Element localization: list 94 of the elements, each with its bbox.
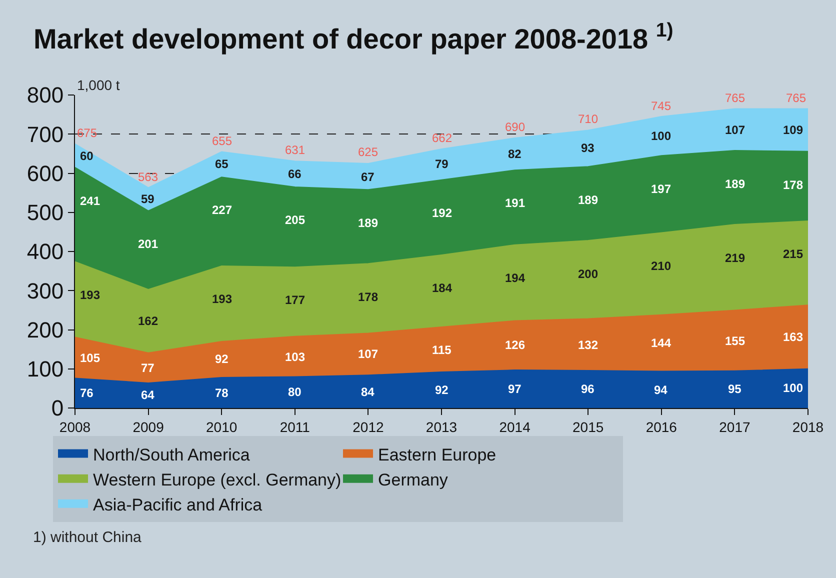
x-tick-label: 2016 — [646, 418, 678, 435]
data-label: 93 — [581, 141, 595, 155]
data-label: 155 — [725, 334, 746, 348]
data-label: 184 — [432, 281, 452, 295]
data-label: 178 — [783, 178, 804, 192]
data-label: 92 — [215, 352, 229, 366]
data-label: 193 — [80, 288, 100, 302]
data-label: 107 — [358, 347, 378, 361]
data-label: 192 — [432, 206, 452, 220]
data-label: 78 — [215, 386, 229, 400]
data-label: 189 — [725, 177, 746, 191]
data-label: 76 — [80, 386, 94, 400]
data-label: 162 — [138, 314, 158, 328]
data-label: 100 — [651, 129, 672, 143]
total-label: 710 — [578, 112, 598, 126]
x-tick-label: 2018 — [792, 418, 824, 435]
data-label: 107 — [725, 123, 746, 137]
data-label: 189 — [358, 216, 378, 230]
legend-label: Asia-Pacific and Africa — [93, 496, 263, 515]
data-label: 64 — [141, 388, 155, 402]
data-label: 200 — [578, 267, 598, 281]
total-label: 765 — [725, 91, 746, 105]
data-label: 205 — [285, 213, 306, 227]
data-label: 84 — [361, 385, 375, 399]
data-label: 109 — [783, 123, 804, 137]
x-tick-label: 2015 — [572, 418, 604, 435]
data-label: 144 — [651, 336, 672, 350]
legend-label: Western Europe (excl. Germany) — [93, 470, 342, 490]
data-label: 201 — [138, 237, 158, 251]
data-label: 94 — [654, 383, 668, 397]
data-label: 92 — [435, 383, 449, 397]
total-label: 675 — [77, 126, 98, 140]
data-label: 132 — [578, 338, 598, 352]
data-label: 126 — [505, 338, 526, 352]
y-tick-label: 200 — [26, 317, 64, 342]
y-tick-label: 500 — [26, 200, 64, 226]
data-label: 77 — [141, 361, 155, 375]
x-tick-label: 2012 — [352, 418, 384, 435]
data-label: 227 — [212, 203, 232, 217]
total-label: 765 — [786, 91, 806, 105]
data-label: 105 — [80, 351, 100, 365]
data-label: 189 — [578, 193, 598, 207]
data-label: 60 — [80, 149, 94, 163]
data-label: 103 — [285, 350, 306, 364]
total-label: 625 — [358, 145, 378, 159]
x-tick-label: 2017 — [719, 418, 750, 435]
data-label: 193 — [212, 292, 232, 306]
text: 1) without China — [33, 529, 142, 546]
x-tick-label: 2008 — [59, 418, 91, 435]
data-label: 219 — [725, 251, 746, 265]
y-tick-label: 300 — [26, 278, 64, 304]
data-label: 197 — [651, 182, 672, 196]
data-label: 95 — [728, 382, 742, 396]
total-label: 563 — [138, 170, 158, 184]
total-label: 662 — [432, 131, 452, 145]
data-label: 178 — [358, 290, 378, 304]
x-tick-label: 2011 — [280, 418, 310, 435]
data-label: 96 — [581, 382, 595, 396]
x-tick-label: 2009 — [132, 418, 164, 435]
data-label: 97 — [508, 382, 522, 396]
y-tick-label: 100 — [26, 356, 64, 382]
x-tick-label: 2010 — [206, 418, 238, 435]
data-label: 163 — [783, 330, 804, 344]
total-label: 690 — [505, 120, 526, 134]
x-tick-label: 2014 — [499, 418, 531, 435]
data-label: 191 — [505, 196, 526, 210]
data-label: 194 — [505, 271, 526, 285]
data-label: 79 — [435, 157, 449, 171]
y-tick-label: 0 — [51, 396, 64, 421]
total-label: 745 — [651, 99, 672, 113]
data-label: 100 — [783, 381, 804, 395]
data-label: 210 — [651, 259, 672, 273]
data-label: 177 — [285, 293, 306, 307]
data-label: 241 — [80, 194, 100, 208]
chart-title: Market development of decor paper 2008-2018 $^{1)}$ — [33, 20, 674, 54]
x-tick-label: 2013 — [426, 418, 458, 435]
y-tick-label: 700 — [26, 122, 64, 147]
data-label: 59 — [141, 192, 155, 206]
legend-label: Eastern Europe — [378, 445, 496, 464]
data-label: 80 — [288, 385, 302, 399]
data-label: 82 — [508, 147, 522, 161]
data-label: 65 — [215, 157, 229, 171]
data-label: 215 — [783, 247, 804, 261]
total-label: 655 — [212, 134, 232, 148]
y-tick-label: 800 — [26, 82, 64, 108]
data-label: 67 — [361, 170, 375, 184]
y-axis-title: 1,000 t — [77, 77, 120, 93]
y-tick-label: 600 — [26, 160, 64, 186]
legend-label: Germany — [378, 470, 448, 490]
legend-label: North/South America — [93, 445, 250, 464]
total-label: 631 — [285, 143, 306, 157]
data-label: 115 — [432, 343, 452, 357]
data-label: 66 — [288, 167, 302, 181]
y-tick-label: 400 — [26, 239, 64, 264]
